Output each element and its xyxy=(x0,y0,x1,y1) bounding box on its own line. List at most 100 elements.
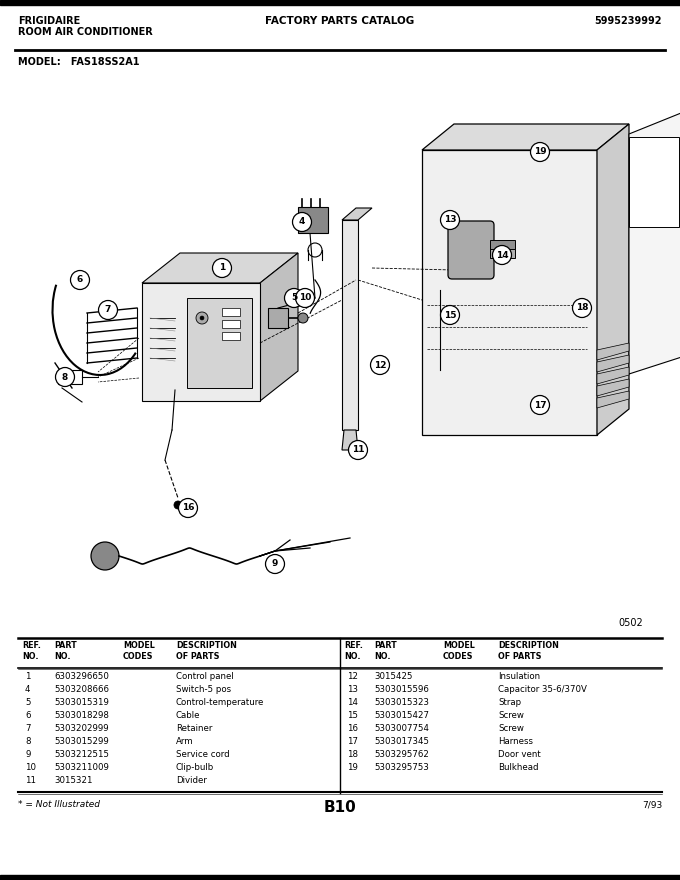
Polygon shape xyxy=(342,430,358,450)
Text: DESCRIPTION
OF PARTS: DESCRIPTION OF PARTS xyxy=(498,641,559,661)
Text: Control panel: Control panel xyxy=(176,672,234,681)
Circle shape xyxy=(530,143,549,162)
Text: 14: 14 xyxy=(496,251,509,260)
Text: 5303015323: 5303015323 xyxy=(374,698,429,707)
Text: 9: 9 xyxy=(25,750,31,759)
Text: 8: 8 xyxy=(25,737,31,746)
Text: 4: 4 xyxy=(25,685,31,694)
Bar xyxy=(0,0,680,5)
Text: Arm: Arm xyxy=(176,737,194,746)
Text: 5303015596: 5303015596 xyxy=(374,685,429,694)
Text: 5: 5 xyxy=(291,294,297,303)
Polygon shape xyxy=(142,253,298,283)
Text: 18: 18 xyxy=(576,304,588,312)
Bar xyxy=(0,875,680,880)
Polygon shape xyxy=(422,150,597,435)
Text: REF.
NO.: REF. NO. xyxy=(22,641,41,661)
Circle shape xyxy=(196,312,208,324)
Text: 6303296650: 6303296650 xyxy=(54,672,109,681)
Text: 1: 1 xyxy=(219,263,225,273)
Circle shape xyxy=(174,501,182,509)
Text: Harness: Harness xyxy=(498,737,533,746)
Circle shape xyxy=(212,259,231,277)
Circle shape xyxy=(441,305,460,325)
Text: 7/93: 7/93 xyxy=(642,800,662,809)
Text: PART
NO.: PART NO. xyxy=(54,641,77,661)
Circle shape xyxy=(71,270,90,290)
Text: 5303015299: 5303015299 xyxy=(54,737,109,746)
Text: 6: 6 xyxy=(25,711,31,720)
Bar xyxy=(222,332,240,340)
Polygon shape xyxy=(260,253,298,401)
Text: 12: 12 xyxy=(374,361,386,370)
Text: Capacitor 35-6/370V: Capacitor 35-6/370V xyxy=(498,685,587,694)
Text: 5303018298: 5303018298 xyxy=(54,711,109,720)
Text: MODEL
CODES: MODEL CODES xyxy=(443,641,475,661)
Polygon shape xyxy=(142,283,260,401)
Text: B10: B10 xyxy=(324,800,356,815)
Text: PART
NO.: PART NO. xyxy=(374,641,396,661)
Circle shape xyxy=(371,356,390,375)
Polygon shape xyxy=(597,343,629,360)
Text: 9: 9 xyxy=(272,560,278,568)
Bar xyxy=(58,370,82,384)
Text: 16: 16 xyxy=(347,724,358,733)
Text: 4: 4 xyxy=(299,217,305,226)
Polygon shape xyxy=(298,207,328,233)
Text: 5303007754: 5303007754 xyxy=(374,724,429,733)
Text: Screw: Screw xyxy=(498,724,524,733)
Text: 5303015427: 5303015427 xyxy=(374,711,429,720)
Text: MODEL
CODES: MODEL CODES xyxy=(123,641,155,661)
Polygon shape xyxy=(422,124,629,150)
Text: 5303295753: 5303295753 xyxy=(374,763,429,772)
Circle shape xyxy=(200,316,204,320)
Bar xyxy=(222,308,240,316)
Text: 5303017345: 5303017345 xyxy=(374,737,429,746)
Text: 10: 10 xyxy=(299,294,311,303)
Text: 5303202999: 5303202999 xyxy=(54,724,109,733)
Text: 7: 7 xyxy=(105,305,112,314)
Text: 14: 14 xyxy=(347,698,358,707)
Bar xyxy=(490,240,515,249)
Text: 5303208666: 5303208666 xyxy=(54,685,109,694)
Polygon shape xyxy=(597,355,629,372)
Text: 12: 12 xyxy=(347,672,358,681)
Text: 17: 17 xyxy=(534,400,546,409)
Polygon shape xyxy=(268,308,288,328)
Circle shape xyxy=(284,289,303,307)
Text: Bulkhead: Bulkhead xyxy=(498,763,539,772)
Text: FRIGIDAIRE: FRIGIDAIRE xyxy=(18,16,80,26)
Text: 13: 13 xyxy=(444,216,456,224)
Polygon shape xyxy=(597,391,629,408)
Text: * = Not Illustrated: * = Not Illustrated xyxy=(18,800,100,809)
Text: 5303015319: 5303015319 xyxy=(54,698,109,707)
Circle shape xyxy=(530,395,549,414)
Text: 19: 19 xyxy=(347,763,358,772)
Circle shape xyxy=(265,554,284,574)
Polygon shape xyxy=(342,220,358,430)
Circle shape xyxy=(296,289,314,307)
Circle shape xyxy=(298,313,308,323)
Text: 6: 6 xyxy=(77,275,83,284)
Bar xyxy=(222,320,240,328)
Text: Strap: Strap xyxy=(498,698,521,707)
Text: 8: 8 xyxy=(62,372,68,382)
Text: 5: 5 xyxy=(25,698,31,707)
Text: 19: 19 xyxy=(534,148,546,157)
Polygon shape xyxy=(597,379,629,396)
Polygon shape xyxy=(597,124,629,435)
Text: Service cord: Service cord xyxy=(176,750,230,759)
Text: Retainer: Retainer xyxy=(176,724,212,733)
Text: Screw: Screw xyxy=(498,711,524,720)
Text: REF.
NO.: REF. NO. xyxy=(344,641,363,661)
Text: 7: 7 xyxy=(25,724,31,733)
Text: DESCRIPTION
OF PARTS: DESCRIPTION OF PARTS xyxy=(176,641,237,661)
Bar xyxy=(629,137,679,227)
Circle shape xyxy=(441,210,460,230)
Text: 15: 15 xyxy=(444,311,456,319)
Text: 18: 18 xyxy=(347,750,358,759)
Text: Clip-bulb: Clip-bulb xyxy=(176,763,214,772)
Text: Control-temperature: Control-temperature xyxy=(176,698,265,707)
Text: 11: 11 xyxy=(25,776,36,785)
Text: MODEL:   FAS18SS2A1: MODEL: FAS18SS2A1 xyxy=(18,57,139,67)
